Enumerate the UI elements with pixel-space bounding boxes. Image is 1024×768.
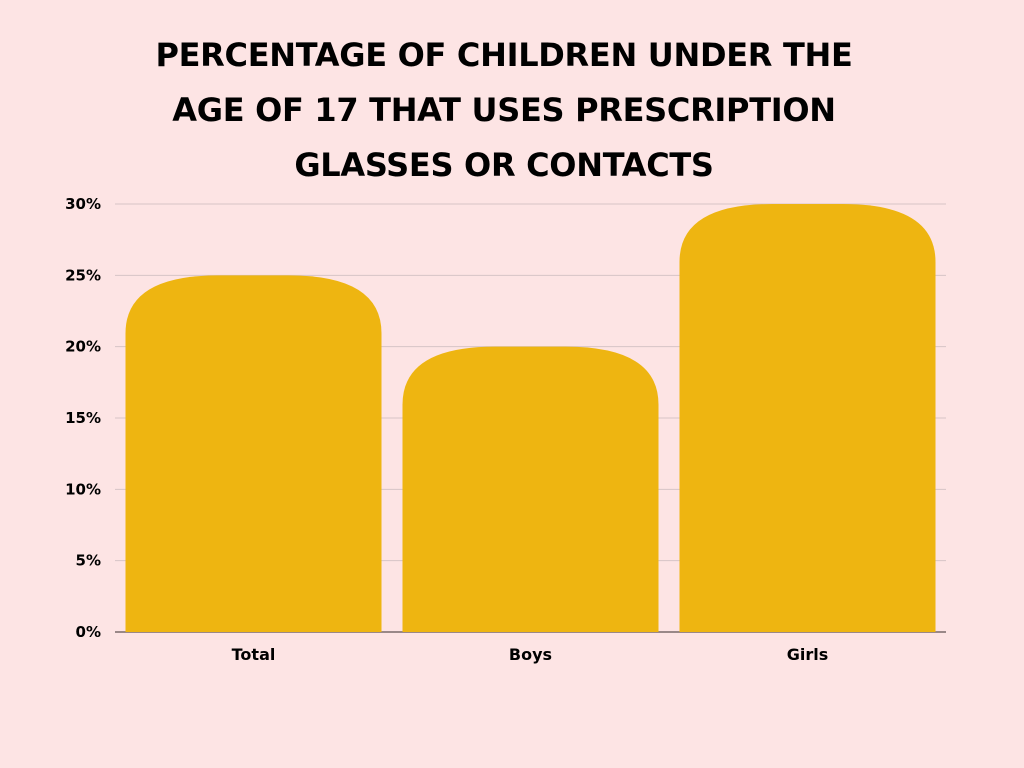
y-tick-label: 20% [65, 338, 101, 356]
chart-title: PERCENTAGE OF CHILDREN UNDER THE AGE OF … [112, 28, 896, 193]
bar-total [125, 275, 382, 632]
y-axis-ticks: 0% 5% 10% 15% 20% 25% 30% [65, 195, 101, 641]
y-tick-label: 0% [76, 623, 101, 641]
bars [125, 204, 936, 632]
y-tick-label: 25% [65, 266, 101, 284]
bar-girls [679, 204, 936, 632]
y-tick-label: 15% [65, 409, 101, 427]
y-tick-label: 10% [65, 480, 101, 498]
bar-boys [402, 346, 659, 632]
chart-title-line-3: GLASSES OR CONTACTS [294, 146, 714, 184]
x-category-label: Girls [787, 645, 829, 664]
y-tick-label: 5% [76, 552, 101, 570]
y-tick-label: 30% [65, 195, 101, 213]
x-axis-labels: Total Boys Girls [232, 645, 829, 664]
chart-title-line-1: PERCENTAGE OF CHILDREN UNDER THE [155, 36, 853, 74]
x-category-label: Total [232, 645, 276, 664]
x-category-label: Boys [509, 645, 552, 664]
chart-title-line-2: AGE OF 17 THAT USES PRESCRIPTION [172, 91, 836, 129]
